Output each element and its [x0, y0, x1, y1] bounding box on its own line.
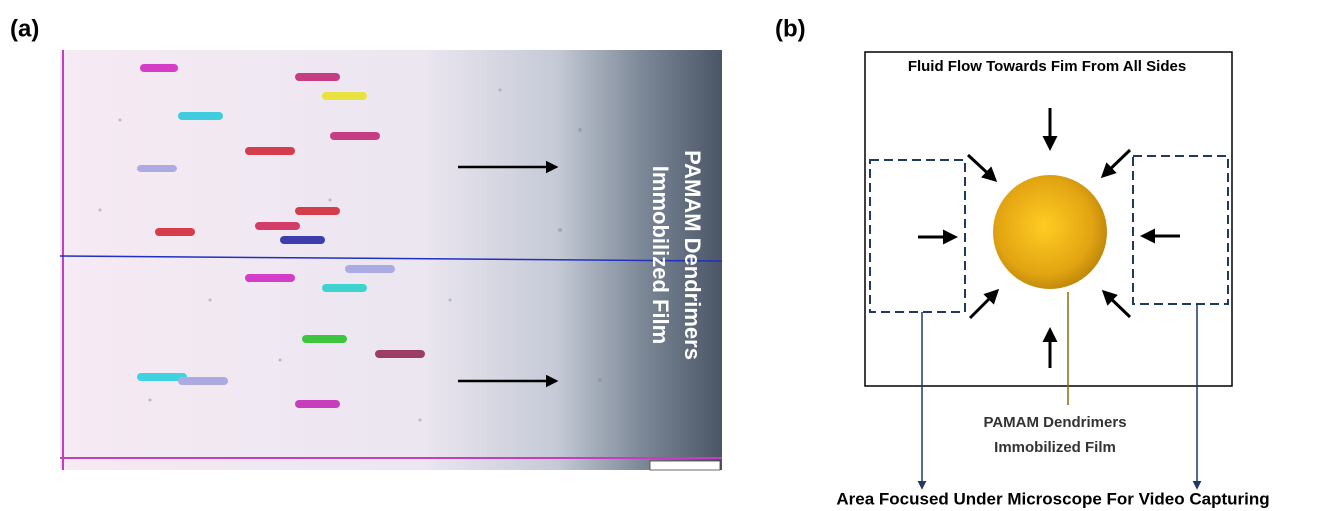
- caption: Area Focused Under Microscope For Video …: [836, 489, 1269, 508]
- film-label: PAMAM Dendrimers: [983, 414, 1126, 431]
- film-label: PAMAM Dendrimers: [680, 150, 705, 360]
- microscope-image: [60, 50, 722, 470]
- panel-label: (b): [775, 15, 806, 42]
- diagram-title: Fluid Flow Towards Fim From All Sides: [908, 58, 1186, 75]
- film-label: Immobilized Film: [994, 439, 1116, 456]
- film: [993, 175, 1107, 289]
- panel-label: (a): [10, 15, 39, 42]
- figure: (a): [0, 0, 1331, 511]
- film-label: Immobilized Film: [648, 166, 673, 344]
